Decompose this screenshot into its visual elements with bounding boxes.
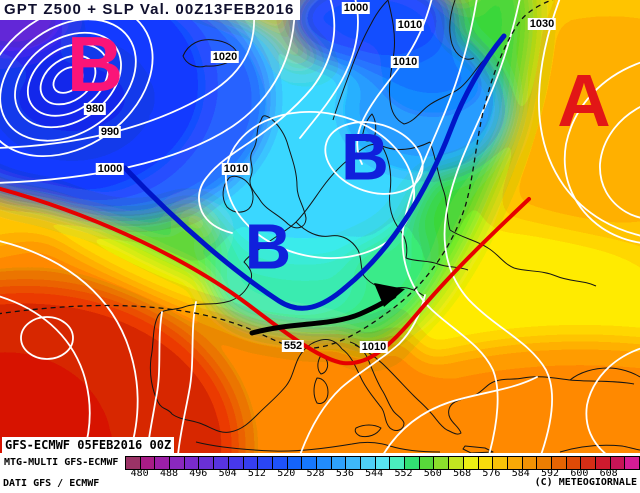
colorbar-cell xyxy=(478,457,494,469)
colorbar-cell xyxy=(375,457,391,469)
colorbar-cell xyxy=(346,457,361,469)
colorbar-cell xyxy=(566,457,582,469)
copyright-label: (C) METEOGIORNALE xyxy=(534,477,637,488)
colorbar-cell xyxy=(610,457,626,469)
model-run-label: GFS-ECMWF 05FEB2016 00Z xyxy=(2,437,175,453)
colorbar-cell xyxy=(625,457,640,469)
colorbar-cell xyxy=(449,457,464,469)
colorbar-cell xyxy=(522,457,538,469)
colorbar-cell xyxy=(434,457,450,469)
colorbar-tick: 528 xyxy=(306,468,325,479)
colorbar-cell xyxy=(596,457,611,469)
colorbar-cell xyxy=(493,457,508,469)
colorbar-tick: 608 xyxy=(599,468,618,479)
pressure-label: 1000 xyxy=(95,163,125,175)
pressure-label: 1010 xyxy=(390,56,420,68)
colorbar-tick: 536 xyxy=(335,468,354,479)
colorbar-tick: 480 xyxy=(130,468,149,479)
colorbar-cell xyxy=(507,457,523,469)
weather-map xyxy=(0,0,640,453)
colorbar-cell xyxy=(272,457,288,469)
colorbar-cell xyxy=(243,457,259,469)
colorbar-tick: 512 xyxy=(247,468,266,479)
pressure-label: 1010 xyxy=(359,341,389,353)
pressure-center-letter: B xyxy=(66,19,124,108)
colorbar-cell xyxy=(419,457,435,469)
colorbar-cell xyxy=(126,457,141,469)
colorbar-cell xyxy=(287,457,303,469)
colorbar-cell xyxy=(199,457,215,469)
colorbar-cell xyxy=(537,457,552,469)
colorbar-tick: 592 xyxy=(541,468,560,479)
z500-colorbar-ticks: 480 488 496 504 512 520 528 536 544 552 560 568 576 5… xyxy=(125,469,638,479)
data-credit-label: DATI GFS / ECMWF xyxy=(3,478,100,489)
colorbar-cell xyxy=(551,457,567,469)
pressure-label: 552 xyxy=(281,340,305,352)
pressure-label: 990 xyxy=(98,126,122,138)
colorbar-tick: 504 xyxy=(218,468,237,479)
coastlines-group xyxy=(149,0,640,453)
colorbar-tick: 576 xyxy=(482,468,501,479)
model-name-label: MTG-MULTI GFS-ECMWF xyxy=(2,457,121,468)
map-area: 980 990 1000 1010 1020 1000 1010 1010 1030 552 101… xyxy=(0,0,640,453)
colorbar-cell xyxy=(155,457,171,469)
pressure-center-letter: B xyxy=(244,210,292,283)
colorbar-tick: 560 xyxy=(423,468,442,479)
colorbar-tick: 552 xyxy=(394,468,413,479)
pressure-label: 1030 xyxy=(527,18,557,30)
colorbar-cell xyxy=(302,457,317,469)
colorbar-cell xyxy=(405,457,420,469)
trough-line xyxy=(122,33,507,311)
pressure-center-letter: A xyxy=(557,59,611,143)
colorbar-cell xyxy=(228,457,244,469)
colorbar-tick: 520 xyxy=(277,468,296,479)
pressure-label: 1000 xyxy=(341,2,371,14)
colorbar-cell xyxy=(390,457,406,469)
z500-colorbar xyxy=(125,456,640,470)
colorbar-cell xyxy=(316,457,332,469)
colorbar-tick: 496 xyxy=(189,468,208,479)
chart-title: GPT Z500 + SLP Val. 00Z13FEB2016 xyxy=(0,0,301,20)
colorbar-cell xyxy=(361,457,376,469)
pressure-label: 1010 xyxy=(395,19,425,31)
colorbar-cell xyxy=(184,457,200,469)
colorbar-tick: 568 xyxy=(453,468,472,479)
flow-arrow-head-icon xyxy=(374,283,405,307)
colorbar-tick: 544 xyxy=(365,468,384,479)
pressure-center-letter: B xyxy=(341,119,389,194)
front-line xyxy=(0,186,531,366)
colorbar-cell xyxy=(581,457,596,469)
colorbar-cell xyxy=(463,457,479,469)
pressure-label: 980 xyxy=(83,103,107,115)
colorbar-cell xyxy=(331,457,347,469)
colorbar-cell xyxy=(170,457,185,469)
colorbar-tick: 488 xyxy=(159,468,178,479)
isobars-group xyxy=(0,0,640,453)
pressure-label: 1020 xyxy=(210,51,240,63)
pressure-label: 1010 xyxy=(221,163,251,175)
colorbar-tick: 584 xyxy=(511,468,530,479)
colorbar-cell xyxy=(214,457,229,469)
colorbar-cell xyxy=(140,457,156,469)
colorbar-tick: 600 xyxy=(570,468,589,479)
colorbar-cell xyxy=(258,457,273,469)
